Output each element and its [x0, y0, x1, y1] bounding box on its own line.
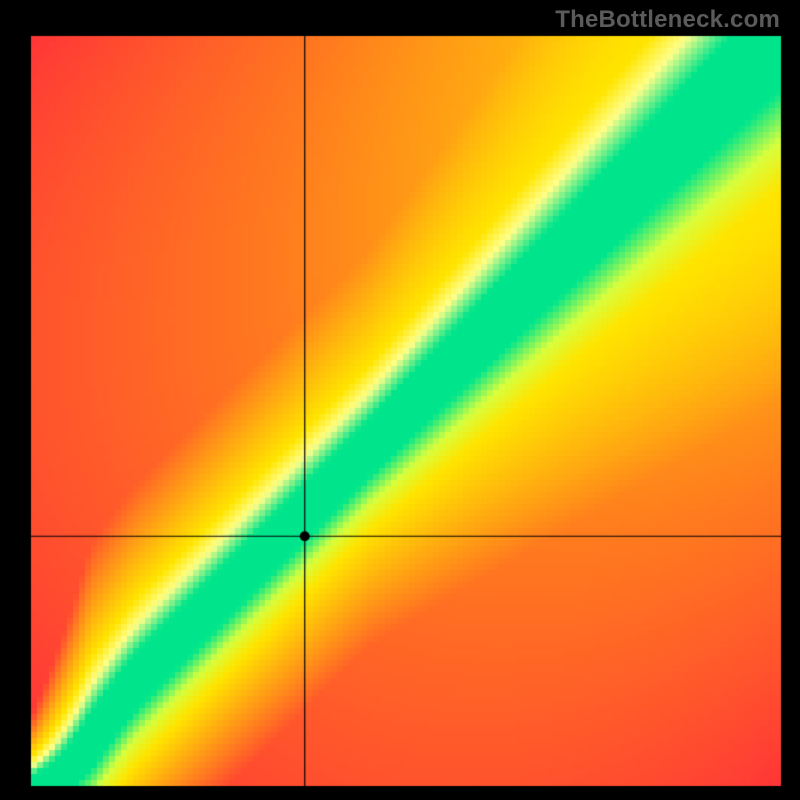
chart-container: { "watermark": { "text": "TheBottleneck.…: [0, 0, 800, 800]
watermark-text: TheBottleneck.com: [555, 6, 780, 34]
bottleneck-heatmap-canvas: [0, 0, 800, 800]
